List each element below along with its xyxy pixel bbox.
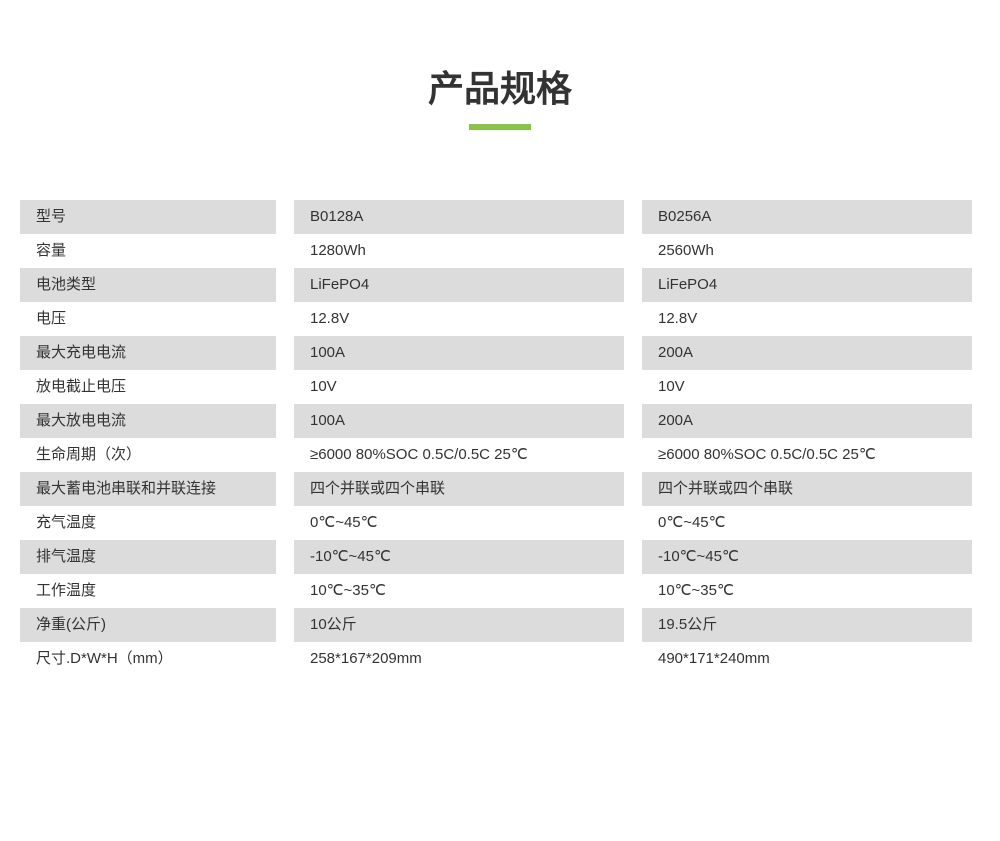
spec-value: ≥6000 80%SOC 0.5C/0.5C 25℃ bbox=[294, 438, 624, 472]
spec-label: 最大充电电流 bbox=[20, 336, 276, 370]
page-container: 产品规格 型号 容量 电池类型 电压 最大充电电流 放电截止电压 最大放电电流 … bbox=[0, 0, 1000, 676]
spec-label: 生命周期（次） bbox=[20, 438, 276, 472]
spec-value: B0128A bbox=[294, 200, 624, 234]
spec-label: 型号 bbox=[20, 200, 276, 234]
spec-value: 10℃~35℃ bbox=[294, 574, 624, 608]
title-section: 产品规格 bbox=[20, 60, 980, 130]
spec-value: B0256A bbox=[642, 200, 972, 234]
spec-value: 100A bbox=[294, 404, 624, 438]
spec-value: 200A bbox=[642, 404, 972, 438]
spec-value: 2560Wh bbox=[642, 234, 972, 268]
spec-value: 10V bbox=[642, 370, 972, 404]
title-underline bbox=[469, 124, 531, 130]
spec-value: 四个并联或四个串联 bbox=[294, 472, 624, 506]
spec-value: 200A bbox=[642, 336, 972, 370]
spec-value: 10℃~35℃ bbox=[642, 574, 972, 608]
spec-table: 型号 容量 电池类型 电压 最大充电电流 放电截止电压 最大放电电流 生命周期（… bbox=[20, 200, 980, 676]
spec-value: LiFePO4 bbox=[294, 268, 624, 302]
spec-value: 12.8V bbox=[642, 302, 972, 336]
spec-label: 尺寸.D*W*H（mm） bbox=[20, 642, 276, 676]
spec-value: 100A bbox=[294, 336, 624, 370]
spec-value: ≥6000 80%SOC 0.5C/0.5C 25℃ bbox=[642, 438, 972, 472]
spec-value: LiFePO4 bbox=[642, 268, 972, 302]
spec-value: 490*171*240mm bbox=[642, 642, 972, 676]
spec-value: 0℃~45℃ bbox=[294, 506, 624, 540]
spec-value: 12.8V bbox=[294, 302, 624, 336]
spec-label: 最大蓄电池串联和并联连接 bbox=[20, 472, 276, 506]
spec-value: 258*167*209mm bbox=[294, 642, 624, 676]
spec-label: 容量 bbox=[20, 234, 276, 268]
spec-label-column: 型号 容量 电池类型 电压 最大充电电流 放电截止电压 最大放电电流 生命周期（… bbox=[20, 200, 276, 676]
spec-label: 最大放电电流 bbox=[20, 404, 276, 438]
spec-value-column-1: B0128A 1280Wh LiFePO4 12.8V 100A 10V 100… bbox=[294, 200, 624, 676]
spec-value: -10℃~45℃ bbox=[642, 540, 972, 574]
spec-label: 电压 bbox=[20, 302, 276, 336]
spec-value-column-2: B0256A 2560Wh LiFePO4 12.8V 200A 10V 200… bbox=[642, 200, 972, 676]
spec-value: 四个并联或四个串联 bbox=[642, 472, 972, 506]
spec-value: 10公斤 bbox=[294, 608, 624, 642]
spec-label: 电池类型 bbox=[20, 268, 276, 302]
spec-label: 放电截止电压 bbox=[20, 370, 276, 404]
spec-value: 1280Wh bbox=[294, 234, 624, 268]
spec-label: 排气温度 bbox=[20, 540, 276, 574]
spec-value: 0℃~45℃ bbox=[642, 506, 972, 540]
page-title: 产品规格 bbox=[20, 60, 980, 112]
spec-value: -10℃~45℃ bbox=[294, 540, 624, 574]
spec-label: 净重(公斤) bbox=[20, 608, 276, 642]
spec-value: 19.5公斤 bbox=[642, 608, 972, 642]
spec-label: 工作温度 bbox=[20, 574, 276, 608]
spec-label: 充气温度 bbox=[20, 506, 276, 540]
spec-value: 10V bbox=[294, 370, 624, 404]
